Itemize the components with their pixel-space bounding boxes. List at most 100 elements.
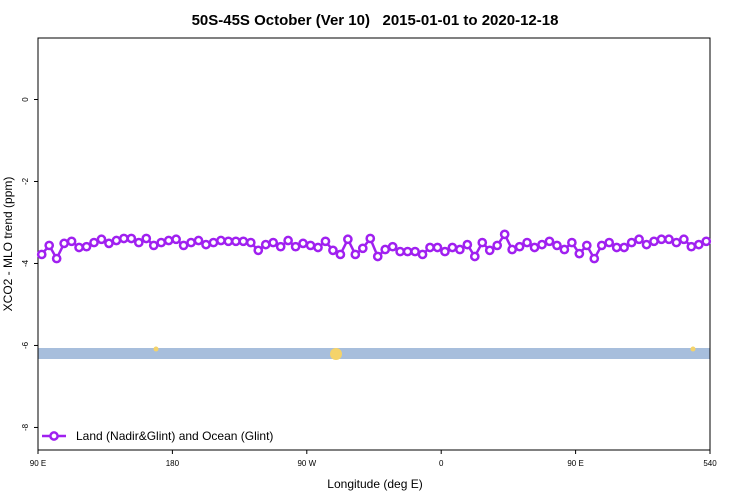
data-point [245,237,256,248]
y-tick-label: -2 [21,177,30,185]
data-point [290,241,301,252]
x-axis-label: Longitude (deg E) [327,477,422,491]
data-point [410,246,420,257]
x-tick-label: 0 [439,459,444,468]
data-point [104,238,114,249]
data-point [350,249,361,260]
data-point [462,239,473,250]
data-point [231,236,241,247]
data-point [664,234,674,245]
data-point [656,234,667,245]
legend-label: Land (Nadir&Glint) and Ocean (Glint) [76,429,273,443]
data-point [537,239,547,250]
data-point [619,242,629,253]
data-point [387,241,398,252]
data-point [365,233,376,244]
data-point [335,249,346,260]
data-point [260,239,271,250]
data-point [626,237,637,248]
y-tick-label: -8 [21,423,30,431]
data-point [74,242,84,253]
data-point [455,244,465,255]
data-point [89,237,99,248]
data-point [193,235,204,246]
data-point [328,245,338,256]
data-point [559,244,570,255]
x-tick-label: 540 [703,459,717,468]
data-point [701,236,712,247]
data-point [178,240,189,251]
data-point [440,246,450,257]
data-point [313,242,323,253]
y-tick-label: -6 [21,341,30,349]
data-point [163,235,174,246]
data-point [305,240,316,251]
data-point [148,240,159,251]
data-point [253,245,264,256]
y-tick-label: -4 [21,259,30,267]
data-point [492,240,503,251]
data-point [507,244,517,255]
data-point [574,248,585,259]
data-point [380,244,391,255]
data-point [567,237,577,248]
data-point [238,236,249,247]
data-point [216,235,226,246]
data-point [477,237,488,248]
data-point [44,240,55,251]
land-spot [330,348,342,360]
data-point [402,246,413,257]
data-point [499,229,510,240]
x-tick-label: 180 [166,459,180,468]
data-point [171,234,181,245]
data-point [59,238,69,249]
data-point [36,249,47,260]
data-point [529,242,540,253]
land-spot [690,346,696,352]
data-point [298,238,308,249]
data-point [544,236,555,247]
data-point [693,239,704,250]
y-tick-label: 0 [21,97,30,102]
data-point [649,236,659,247]
data-point [201,239,211,250]
data-point [51,253,62,264]
data-point [581,240,592,251]
data-point [119,233,129,244]
data-point [275,241,286,252]
data-point [634,234,644,245]
data-point [395,246,405,257]
data-point [522,237,532,248]
data-point [81,241,92,252]
data-point [343,234,353,245]
y-axis-label: XCO2 - MLO trend (ppm) [1,177,15,312]
data-point [432,242,443,253]
data-point [447,242,458,253]
data-point [425,242,435,253]
data-point [357,243,368,254]
x-tick-label: 90 W [297,459,316,468]
data-point [604,237,615,248]
data-point [372,251,383,262]
legend-marker [49,431,59,441]
data-point [223,236,234,247]
data-point [679,234,689,245]
data-point [133,237,144,248]
data-point [268,237,279,248]
ocean-strip [38,348,710,359]
land-spot [153,346,159,352]
data-point [469,251,480,262]
data-point [589,253,600,264]
x-tick-label: 90 E [30,459,46,468]
data-point [484,245,495,256]
legend: Land (Nadir&Glint) and Ocean (Glint) [42,429,273,443]
data-point [671,237,682,248]
data-point [186,237,196,248]
data-point [417,249,428,260]
surface-strip [38,346,710,360]
data-point [208,237,219,248]
data-point [641,239,652,250]
data-point [552,240,562,251]
data-point [283,235,293,246]
